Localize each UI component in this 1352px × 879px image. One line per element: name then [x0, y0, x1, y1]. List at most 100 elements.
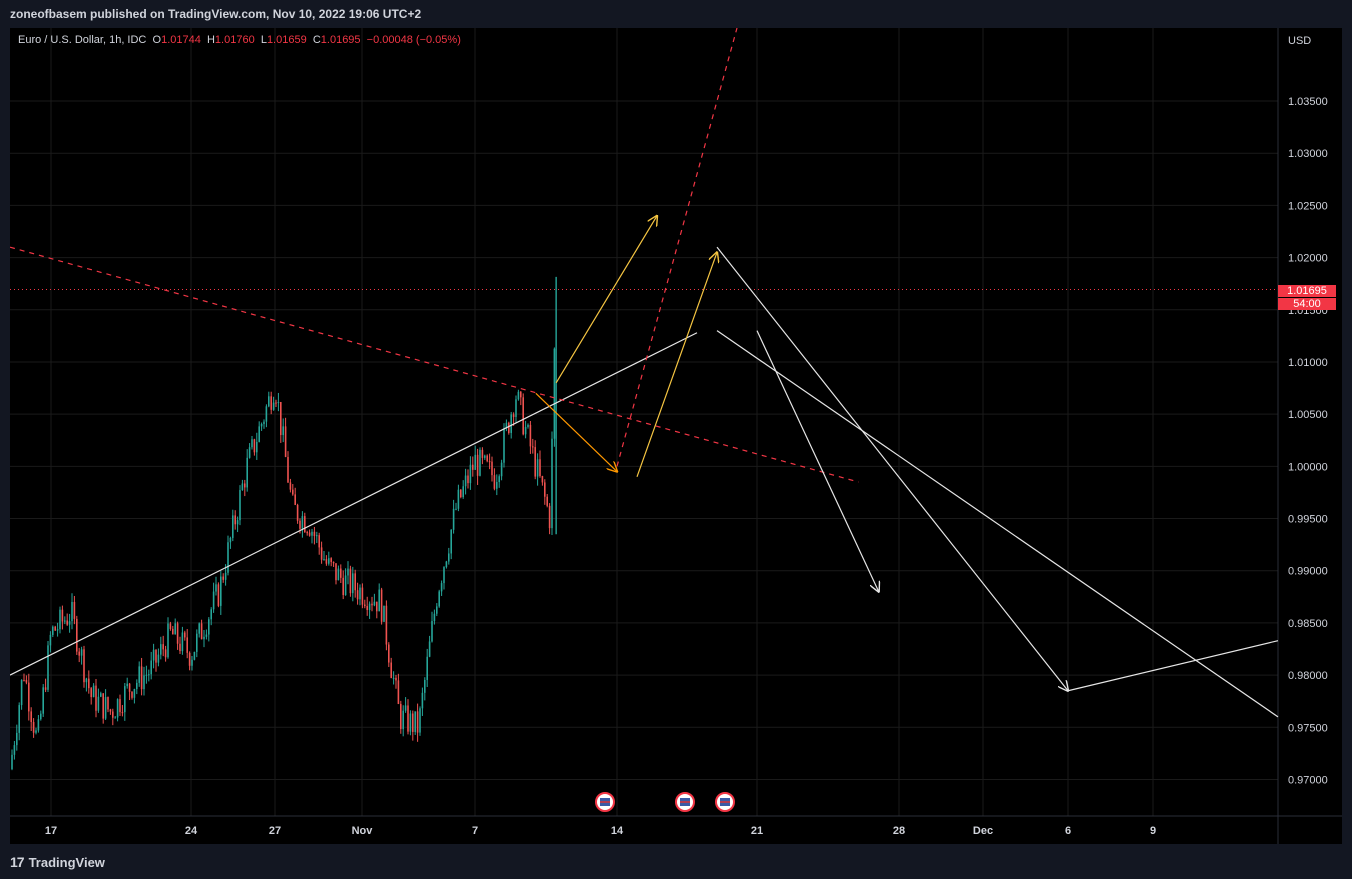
close-label: C — [312, 34, 321, 46]
candle-body — [491, 461, 493, 476]
candle-body — [532, 446, 534, 448]
candle-body — [438, 591, 440, 607]
candle-body — [188, 652, 191, 666]
candle-body — [469, 464, 472, 484]
candle-body — [296, 504, 299, 521]
candle-body — [246, 457, 248, 488]
y-tick-label: 0.97000 — [1288, 774, 1328, 786]
candle-body — [424, 679, 426, 693]
open-value: 1.01744 — [161, 34, 201, 46]
candle-body — [443, 567, 445, 584]
candle-body — [373, 601, 376, 606]
candle-body — [356, 590, 359, 600]
candle-body — [397, 680, 400, 704]
x-tick-label: 14 — [611, 825, 624, 837]
candle-body — [83, 649, 85, 683]
candle-body — [220, 576, 222, 606]
candle-body — [104, 697, 107, 719]
y-tick-label: 0.97500 — [1288, 722, 1328, 734]
candle-body — [306, 532, 308, 534]
candle-body — [467, 475, 469, 484]
candle-body — [11, 754, 13, 770]
candle-body — [13, 745, 16, 755]
high-label: H — [206, 34, 215, 46]
candle-body — [479, 449, 481, 476]
candle-body — [251, 439, 253, 448]
candle-body — [239, 490, 241, 521]
candle-body — [553, 348, 556, 439]
candle-body — [316, 535, 318, 537]
ohlc-legend: Euro / U.S. Dollar, 1h, IDC O1.01744 H1.… — [18, 34, 461, 46]
change-value: −0.00048 (−0.05%) — [366, 34, 461, 46]
candle-body — [224, 572, 227, 580]
candle-body — [97, 696, 100, 711]
candle-body — [203, 636, 205, 640]
candle-body — [191, 659, 193, 666]
candle-body — [325, 559, 328, 564]
candle-body — [359, 587, 361, 600]
candle-body — [121, 712, 124, 714]
candle-body — [198, 623, 200, 634]
candle-body — [210, 609, 212, 620]
candle-body — [95, 685, 97, 711]
trendline — [1067, 640, 1279, 692]
low-value: 1.01659 — [266, 34, 307, 46]
candle-body — [42, 687, 44, 714]
candle-body — [229, 537, 232, 543]
candle-body — [337, 568, 340, 581]
candle-body — [376, 601, 378, 612]
candle-body — [280, 401, 282, 436]
chart-panel[interactable]: 0.97000 0.97500 0.98000 0.98500 0.99000 0.995… — [10, 28, 1342, 844]
candle-body — [92, 685, 95, 698]
candle-body — [258, 426, 260, 442]
tradingview-brand[interactable]: 17 TradingView — [10, 854, 105, 870]
candle-body — [241, 483, 244, 491]
x-tick-label: 6 — [1065, 825, 1071, 837]
candle-body — [256, 441, 258, 453]
candle-body — [488, 461, 491, 463]
x-tick-label: 21 — [751, 825, 763, 837]
candle-body — [71, 601, 73, 622]
candle-body — [548, 505, 551, 529]
y-tick-label: 0.99500 — [1288, 514, 1328, 526]
candle-body — [450, 529, 452, 554]
y-tick-label: 1.00500 — [1288, 409, 1328, 421]
candle-body — [181, 632, 184, 652]
candle-body — [551, 438, 553, 529]
open-label: O — [152, 34, 162, 46]
candle-body — [436, 606, 438, 614]
candle-body — [66, 620, 68, 625]
candle-body — [152, 649, 155, 661]
candle-body — [481, 449, 484, 458]
dashed-trendline — [616, 28, 738, 467]
candle-body — [85, 678, 88, 683]
trend-arrow — [535, 392, 617, 471]
x-tick-label: 9 — [1150, 825, 1156, 837]
candle-body — [232, 515, 234, 538]
candle-body — [301, 516, 304, 529]
candle-body — [37, 719, 40, 731]
candle-body — [200, 623, 203, 640]
y-tick-label: 1.03500 — [1288, 96, 1328, 108]
x-tick-label: 17 — [45, 825, 57, 837]
candle-body — [124, 686, 126, 713]
candle-body — [541, 476, 544, 483]
candle-body — [145, 674, 148, 676]
candle-body — [299, 520, 301, 529]
candle-body — [421, 692, 424, 709]
candle-body — [400, 703, 402, 730]
candle-body — [275, 402, 277, 404]
candle-body — [186, 637, 188, 653]
tradingview-logo-icon: 17 — [10, 854, 25, 870]
candle-body — [347, 568, 349, 576]
candle-body — [260, 423, 263, 427]
chart-canvas[interactable]: 0.97000 0.97500 0.98000 0.98500 0.99000 0.995… — [10, 28, 1342, 844]
candle-body — [102, 693, 104, 719]
candle-body — [505, 422, 508, 429]
candle-body — [412, 713, 414, 732]
candle-body — [126, 683, 128, 687]
x-tick-label: Dec — [973, 825, 993, 837]
candle-body — [80, 649, 83, 656]
candle-body — [390, 662, 392, 678]
y-tick-label: 1.03000 — [1288, 148, 1328, 160]
